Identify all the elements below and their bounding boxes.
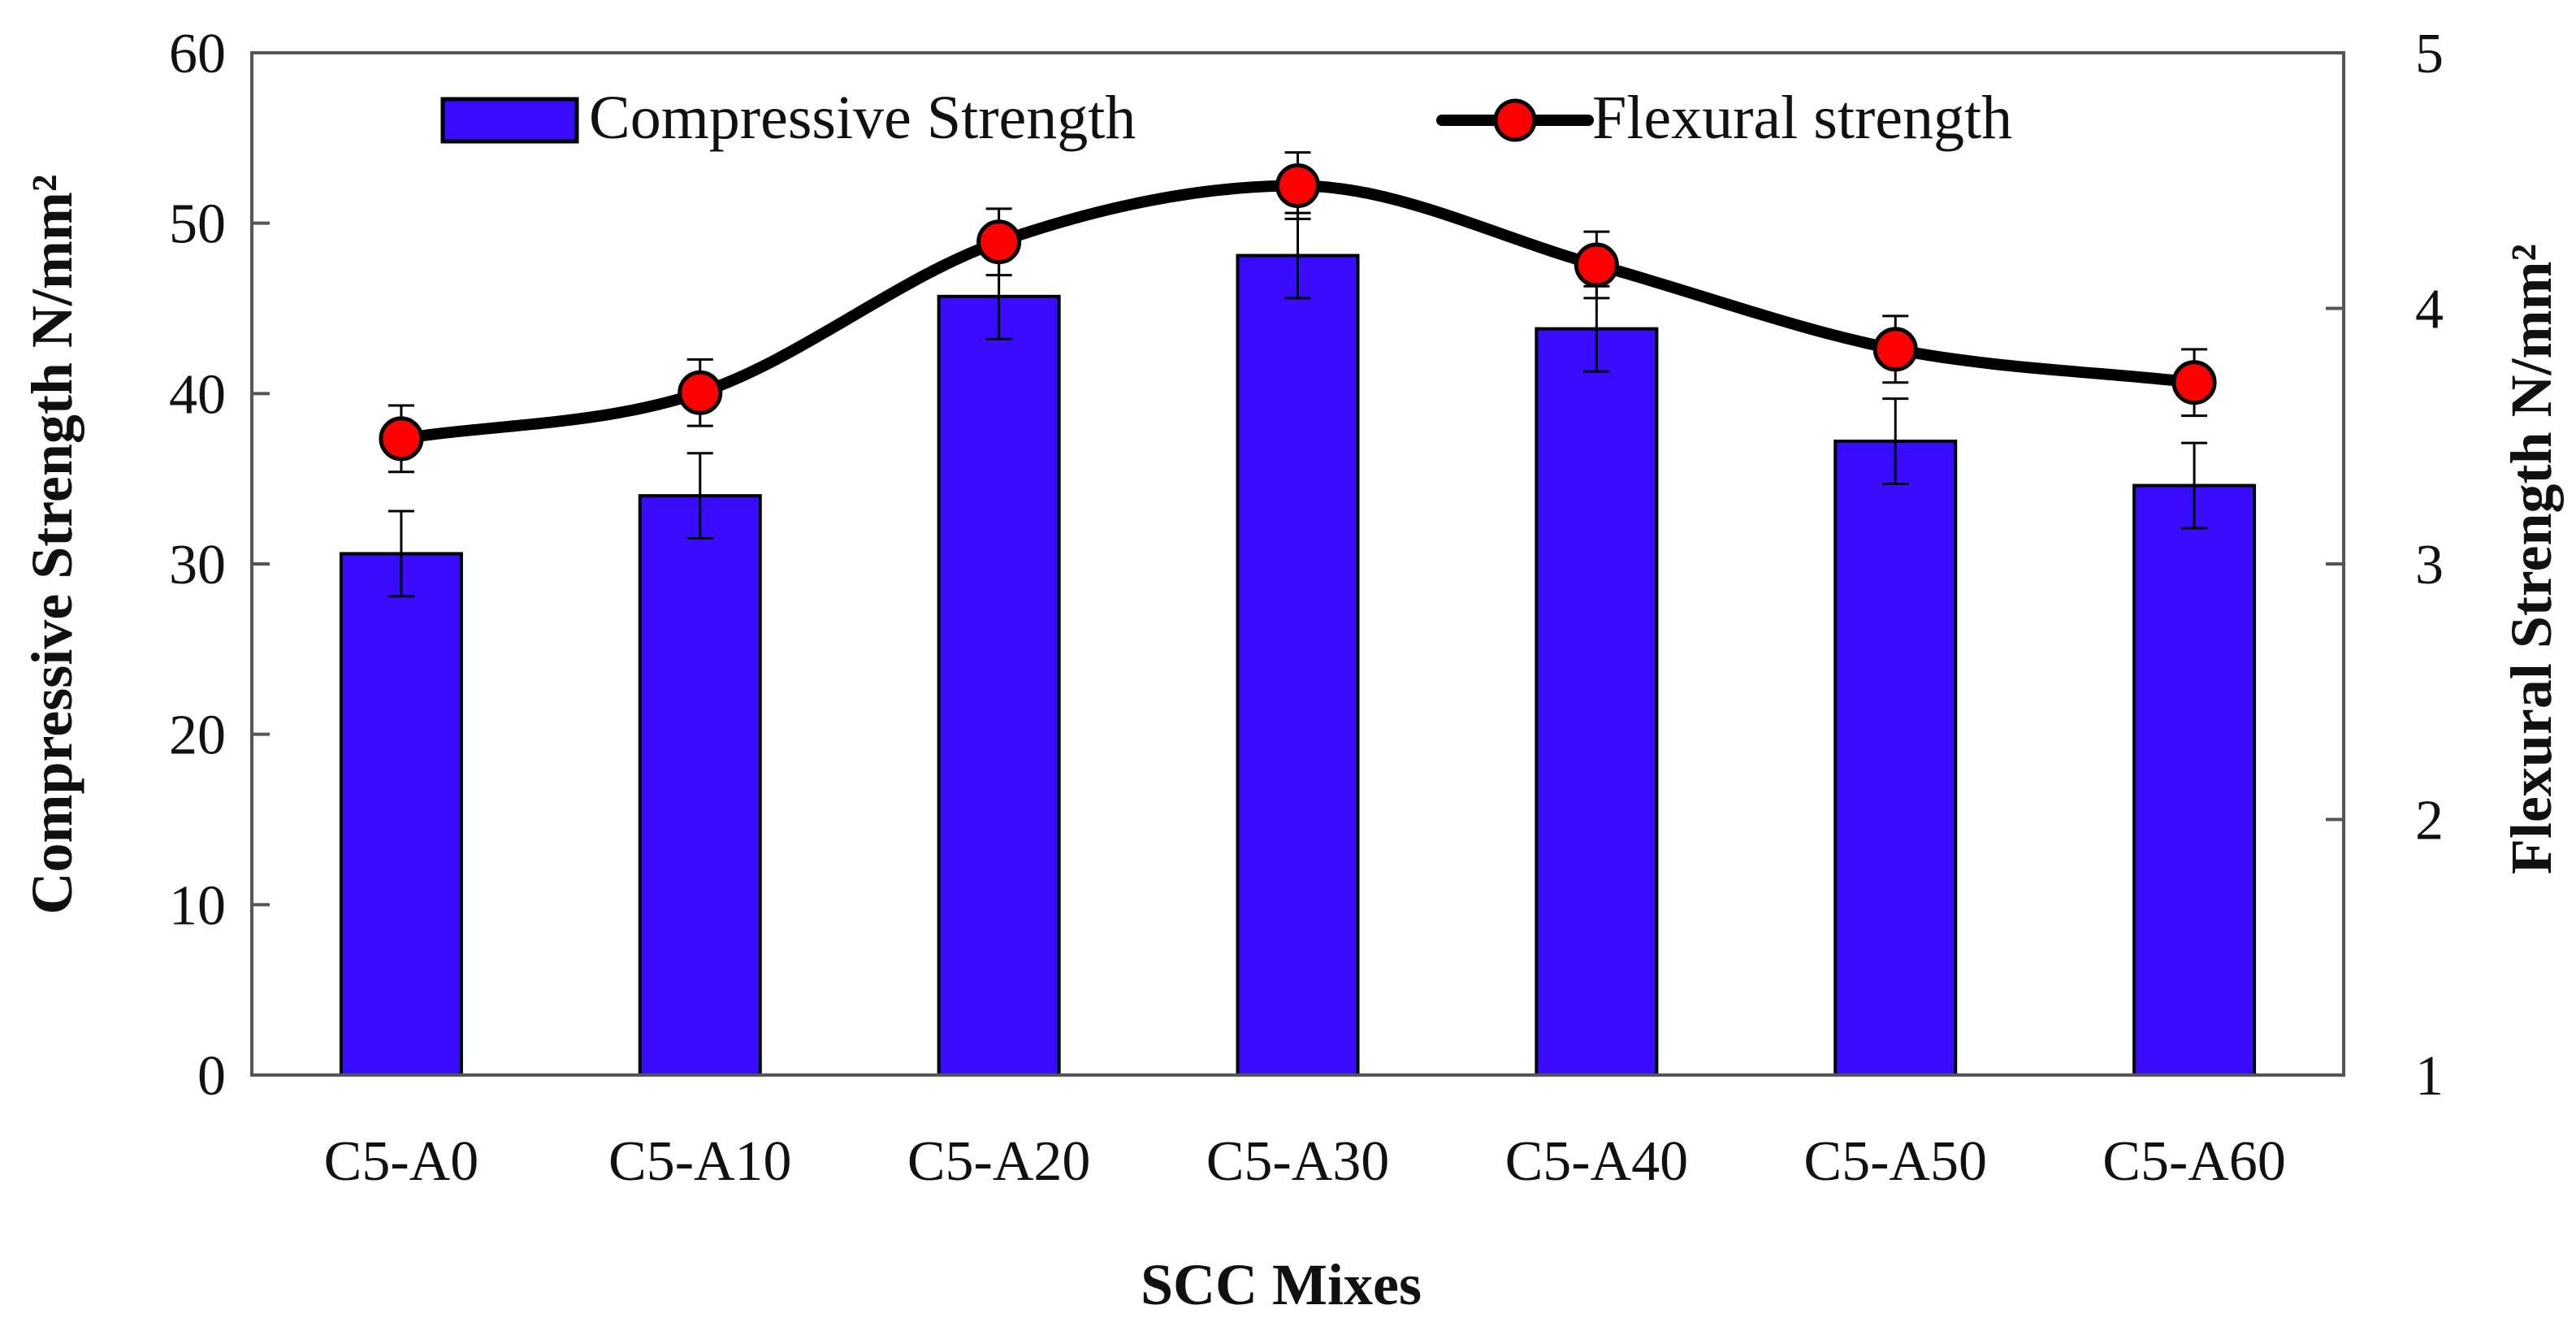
legend-bar-label: Compressive Strength [589, 84, 1136, 152]
y-axis-title: Compressive Strength N/mm² [19, 175, 84, 915]
y2-tick-label: 4 [2415, 279, 2444, 341]
y2-tick-label: 5 [2415, 23, 2444, 85]
x-tick-label: C5-A20 [907, 1130, 1091, 1193]
bar [1236, 254, 1360, 1077]
legend: Compressive Strength Flexural strength [440, 84, 2012, 152]
x-tick-label: C5-A40 [1505, 1130, 1689, 1193]
y2-tick-label: 1 [2415, 1045, 2444, 1108]
flexural-point [379, 416, 424, 462]
bars-group [339, 211, 2257, 1077]
bar [1535, 327, 1659, 1077]
legend-line-label: Flexural strength [1592, 84, 2012, 152]
right-axis-ticks: 1 2 3 4 5 [2326, 23, 2444, 1108]
y-tick-label: 60 [169, 23, 226, 85]
flexural-point [1574, 242, 1619, 288]
flexural-point [1275, 163, 1320, 209]
left-axis-ticks: 0 10 20 30 40 50 60 [169, 23, 270, 1108]
bar [339, 552, 463, 1077]
y2-axis-title: Flexural Strength N/mm² [2499, 244, 2564, 874]
legend-line-marker [1493, 98, 1537, 142]
flexural-line-group [379, 151, 2217, 474]
y-tick-label: 30 [169, 534, 226, 596]
x-tick-label: C5-A0 [324, 1130, 479, 1193]
bar [937, 294, 1061, 1077]
flexural-point [2171, 360, 2217, 405]
flexural-point [976, 219, 1022, 265]
x-tick-label: C5-A30 [1206, 1130, 1390, 1193]
x-axis-title: SCC Mixes [1141, 1252, 1422, 1317]
bar [1834, 440, 1958, 1077]
y-tick-label: 0 [197, 1045, 226, 1108]
y-tick-label: 50 [169, 193, 226, 256]
x-tick-label: C5-A50 [1803, 1130, 1987, 1193]
legend-bar-swatch [440, 97, 579, 144]
plot-frame [250, 51, 2345, 1077]
y2-tick-label: 3 [2415, 534, 2444, 596]
y2-tick-label: 2 [2415, 790, 2444, 852]
x-axis-ticks: C5-A0 C5-A10 C5-A20 C5-A30 C5-A40 C5-A50 C5-A6… [324, 1130, 2286, 1193]
y-tick-label: 40 [169, 363, 226, 426]
bar [2132, 483, 2257, 1077]
x-tick-label: C5-A60 [2102, 1130, 2286, 1193]
bar [638, 494, 762, 1077]
x-tick-label: C5-A10 [608, 1130, 792, 1193]
flexural-point [678, 370, 723, 415]
y-tick-label: 20 [169, 705, 226, 767]
y-tick-label: 10 [169, 874, 226, 937]
flexural-point [1872, 327, 1918, 372]
